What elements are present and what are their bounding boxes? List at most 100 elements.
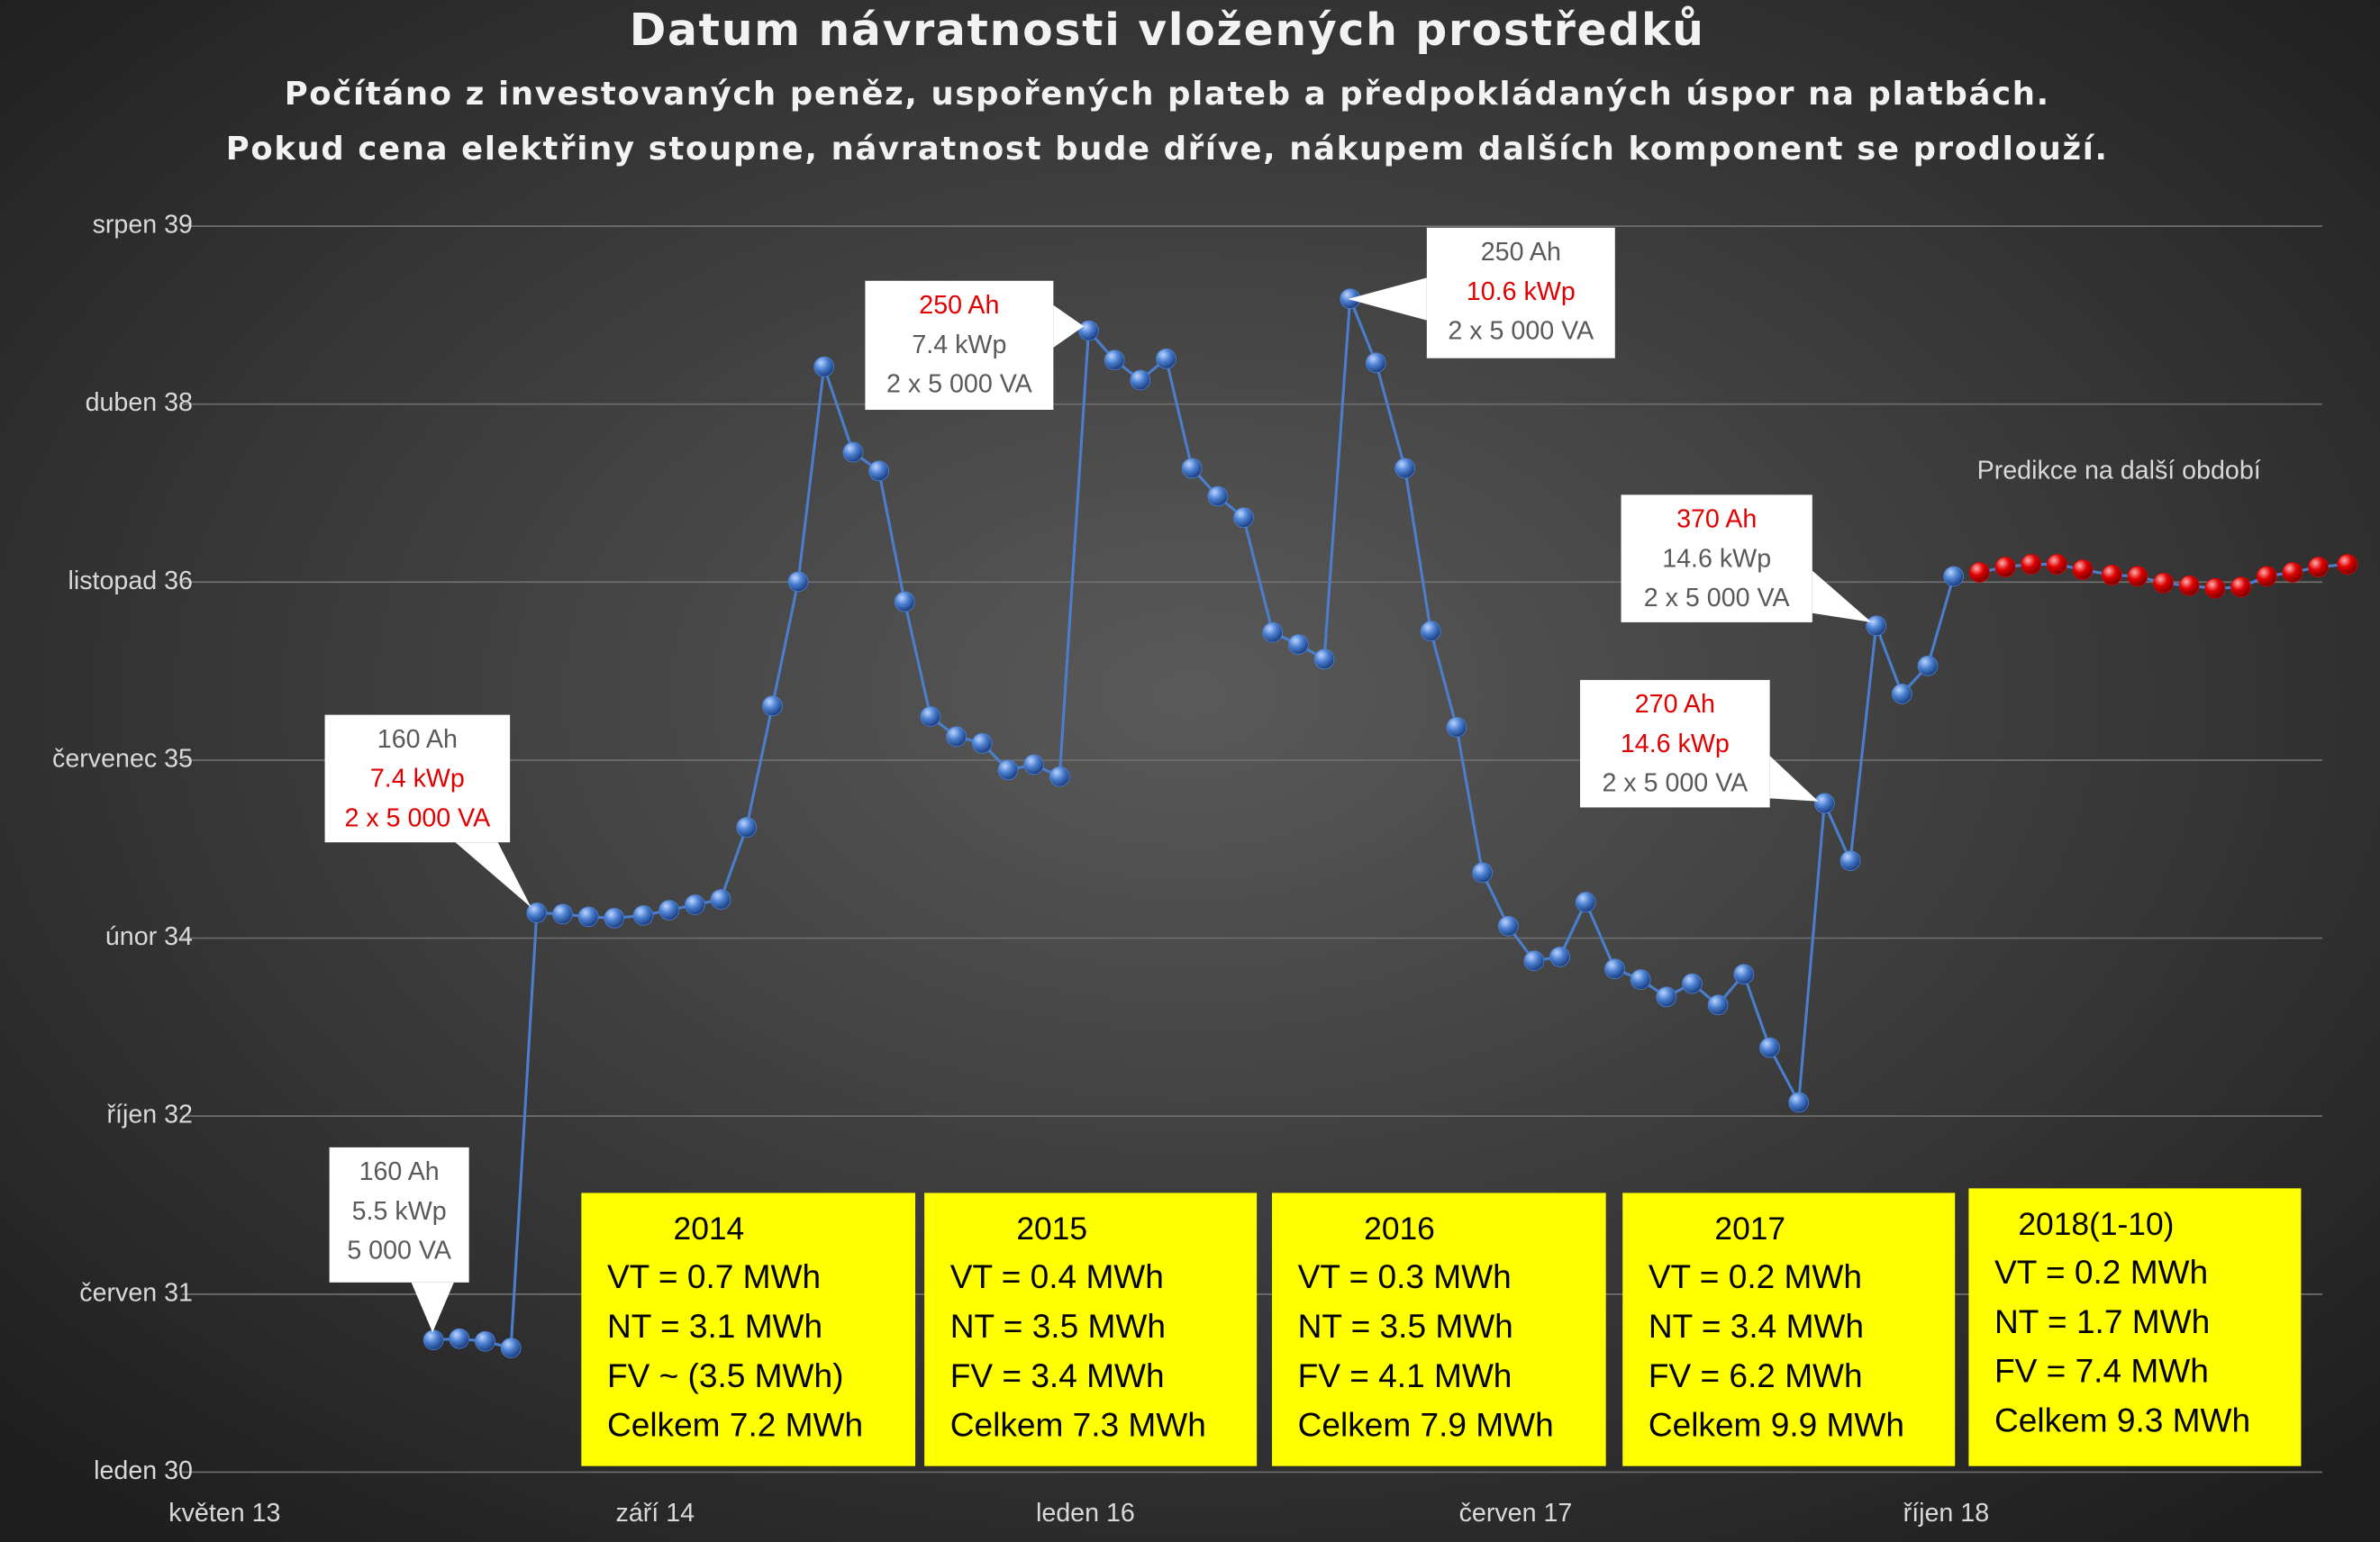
stats-line: NT = 3.4 MWh bbox=[1649, 1307, 1864, 1345]
data-point bbox=[2337, 554, 2358, 575]
callout-box bbox=[1580, 679, 1770, 808]
callout: 250 Ah 10.6 kWp 2 x 5 000 VA bbox=[1348, 227, 1615, 358]
stats-box: 2015 VT = 0.4 MWh NT = 3.5 MWh FV = 3.4 MWh… bbox=[924, 1193, 1258, 1466]
stats-line: Celkem 7.9 MWh bbox=[1298, 1406, 1554, 1444]
data-point bbox=[1233, 507, 1254, 529]
data-point bbox=[1104, 349, 1125, 371]
callout-text: 10.6 kWp bbox=[1467, 277, 1576, 306]
data-point bbox=[1549, 946, 1570, 967]
data-point bbox=[526, 903, 548, 923]
data-point bbox=[632, 904, 654, 926]
data-point bbox=[1994, 557, 2016, 577]
data-point bbox=[787, 571, 809, 593]
x-tick-label: leden 16 bbox=[1036, 1499, 1135, 1528]
chart-subtitle: Počítáno z investovaných peněz, uspořený… bbox=[285, 76, 2050, 113]
callout: 370 Ah 14.6 kWp 2 x 5 000 VA bbox=[1621, 494, 1872, 622]
stats-background bbox=[1968, 1188, 2302, 1466]
data-point bbox=[1788, 1092, 1810, 1113]
data-point bbox=[2072, 559, 2094, 580]
stats-line: FV ~ (3.5 MWh) bbox=[607, 1356, 843, 1394]
data-point bbox=[1523, 950, 1545, 972]
data-point bbox=[2230, 576, 2251, 598]
callout-text: 160 Ah bbox=[359, 1157, 440, 1186]
y-tick-label: leden 30 bbox=[94, 1456, 193, 1485]
data-point bbox=[552, 903, 573, 925]
data-point bbox=[894, 591, 915, 612]
y-tick-label: srpen 39 bbox=[93, 211, 193, 240]
x-tick-label: září 14 bbox=[616, 1499, 695, 1528]
callout-text: 160 Ah bbox=[377, 725, 458, 754]
data-point bbox=[1365, 352, 1386, 374]
stats-title: 2015 bbox=[1016, 1211, 1087, 1247]
stats-title: 2014 bbox=[674, 1211, 745, 1247]
data-point bbox=[1707, 994, 1729, 1016]
data-point bbox=[2308, 557, 2329, 577]
data-point bbox=[813, 356, 835, 377]
callout-text: 14.6 kWp bbox=[1621, 730, 1730, 758]
data-point bbox=[1891, 683, 1912, 704]
x-tick-label: říjen 18 bbox=[1903, 1499, 1989, 1528]
data-point bbox=[604, 907, 625, 929]
callout-text: 270 Ah bbox=[1635, 690, 1715, 719]
callout: 160 Ah 7.4 kWp 2 x 5 000 VA bbox=[324, 714, 531, 908]
callout-box bbox=[329, 1147, 469, 1283]
stats-line: VT = 0.2 MWh bbox=[1649, 1257, 1862, 1295]
data-point bbox=[2127, 566, 2148, 587]
callout-text: 7.4 kWp bbox=[912, 331, 1006, 359]
callout-text: 2 x 5 000 VA bbox=[886, 370, 1033, 399]
callout-box bbox=[324, 714, 511, 843]
data-point bbox=[1207, 485, 1229, 507]
stats-line: NT = 3.1 MWh bbox=[607, 1307, 822, 1345]
stats-line: FV = 4.1 MWh bbox=[1298, 1356, 1512, 1394]
stats-line: NT = 3.5 MWh bbox=[950, 1307, 1166, 1345]
y-tick-label: říjen 32 bbox=[107, 1101, 193, 1129]
data-point bbox=[2153, 572, 2174, 594]
callout-text: 250 Ah bbox=[1481, 238, 1561, 267]
callout: 250 Ah 7.4 kWp 2 x 5 000 VA bbox=[865, 280, 1085, 410]
callout-text: 14.6 kWp bbox=[1662, 544, 1771, 573]
data-point bbox=[1420, 621, 1441, 642]
data-point bbox=[1156, 348, 1176, 369]
data-point bbox=[1497, 915, 1519, 937]
data-point bbox=[1394, 458, 1415, 479]
data-point bbox=[1630, 969, 1651, 990]
data-point bbox=[1262, 621, 1284, 643]
data-point bbox=[1682, 973, 1703, 994]
data-point bbox=[500, 1338, 522, 1358]
y-tick-label: červen 31 bbox=[79, 1278, 193, 1307]
data-point bbox=[1078, 320, 1099, 341]
stats-box: 2014 VT = 0.7 MWh NT = 3.1 MWh FV ~ (3.5 MW… bbox=[581, 1193, 916, 1466]
data-point bbox=[577, 906, 599, 928]
stats-title: 2017 bbox=[1714, 1211, 1785, 1247]
x-tick-label: červen 17 bbox=[1459, 1499, 1573, 1528]
data-point bbox=[1130, 369, 1151, 391]
data-point bbox=[920, 706, 941, 727]
data-point bbox=[761, 695, 783, 717]
stats-background bbox=[1622, 1193, 1956, 1466]
callout-text: 2 x 5 000 VA bbox=[344, 803, 491, 832]
callout-pointer bbox=[411, 1282, 454, 1333]
data-point bbox=[1656, 986, 1677, 1008]
stats-background bbox=[924, 1193, 1258, 1466]
data-point bbox=[685, 894, 705, 915]
data-point bbox=[971, 732, 993, 754]
stats-title: 2016 bbox=[1364, 1211, 1435, 1247]
callout-text: 250 Ah bbox=[919, 291, 999, 320]
stats-line: Celkem 7.2 MWh bbox=[607, 1406, 863, 1444]
callout-box bbox=[865, 280, 1054, 410]
callout-box bbox=[1426, 227, 1615, 358]
stats-line: Celkem 9.3 MWh bbox=[1994, 1401, 2250, 1438]
stats-line: FV = 6.2 MWh bbox=[1649, 1356, 1863, 1394]
data-point bbox=[868, 460, 889, 482]
y-tick-label: listopad 36 bbox=[68, 567, 193, 595]
data-point bbox=[1446, 717, 1467, 738]
data-point bbox=[946, 726, 967, 748]
data-point bbox=[1181, 458, 1203, 479]
data-point bbox=[1866, 615, 1887, 637]
stats-line: FV = 3.4 MWh bbox=[950, 1356, 1165, 1394]
data-point bbox=[1049, 766, 1070, 787]
y-tick-label: únor 34 bbox=[105, 922, 193, 951]
data-point bbox=[997, 759, 1019, 781]
data-point bbox=[2282, 562, 2303, 583]
